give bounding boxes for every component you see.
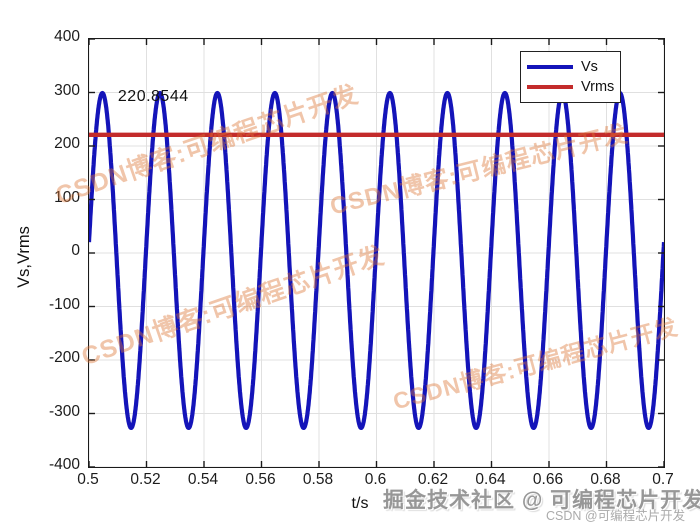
- y-tick-label: 300: [54, 81, 80, 99]
- x-tick-label: 0.52: [130, 471, 161, 488]
- x-tick-label: 0.5: [77, 471, 99, 488]
- y-tick-label: 400: [54, 28, 80, 45]
- juejin-bottom-watermark: 掘金技术社区 @ 可编程芯片开发: [383, 489, 700, 512]
- x-axis-label: t/s: [351, 495, 369, 512]
- y-tick-label: -100: [48, 295, 80, 313]
- plot-canvas: [89, 39, 664, 467]
- x-tick-label: 0.58: [302, 471, 334, 488]
- legend-entry-vrms: Vrms: [527, 77, 620, 97]
- y-tick-label: 0: [71, 242, 80, 259]
- x-tick-label: 0.56: [245, 471, 276, 488]
- y-tick-label: 100: [54, 188, 80, 206]
- legend: Vs Vrms: [520, 51, 621, 103]
- x-tick-label: 0.6: [364, 471, 387, 488]
- plot-area: [88, 38, 665, 468]
- x-tick-label: 0.7: [652, 471, 674, 488]
- x-tick-label: 0.64: [475, 471, 506, 488]
- csdn-bottom-watermark: CSDN @可编程芯片开发: [546, 509, 686, 523]
- vs-sine-curve: [89, 90, 664, 430]
- x-tick-label: 0.66: [532, 471, 564, 488]
- vs-legend-label: Vs: [581, 59, 598, 75]
- x-tick-label: 0.68: [590, 471, 621, 488]
- y-tick-label: -200: [48, 349, 80, 366]
- x-tick-label: 0.54: [187, 471, 219, 488]
- vs-line-sample: [527, 65, 573, 69]
- y-tick-label: -300: [48, 402, 80, 420]
- legend-entry-vs: Vs: [527, 57, 620, 77]
- y-tick-label: -400: [48, 456, 80, 473]
- vrms-value-annotation: 220.8544: [117, 88, 189, 106]
- vrms-legend-label: Vrms: [581, 79, 615, 95]
- vrms-line-sample: [527, 85, 573, 89]
- x-tick-label: 0.62: [417, 471, 449, 488]
- y-tick-label: 200: [54, 135, 80, 152]
